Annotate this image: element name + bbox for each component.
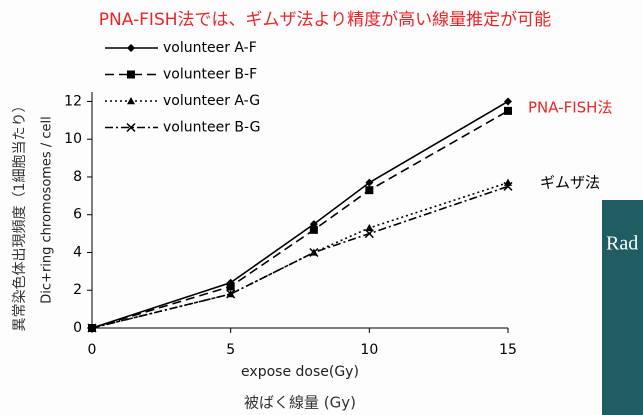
legend-marker bbox=[127, 71, 135, 79]
y-axis-label: Dic+ring chromosomes / cell bbox=[40, 116, 55, 303]
x-tick-label: 0 bbox=[88, 342, 97, 358]
legend-label: volunteer A-G bbox=[163, 93, 260, 109]
y-tick-label: 0 bbox=[73, 320, 82, 336]
x-axis-label: expose dose(Gy) bbox=[241, 364, 359, 380]
marker bbox=[227, 282, 235, 290]
y-tick-label: 8 bbox=[73, 169, 82, 185]
y-tick-label: 4 bbox=[73, 244, 82, 260]
y-tick-label: 2 bbox=[73, 282, 82, 298]
journal-cover-label: Rad bbox=[606, 233, 638, 255]
y-tick-label: 10 bbox=[64, 131, 82, 147]
x-tick-label: 5 bbox=[226, 342, 235, 358]
marker bbox=[310, 226, 318, 234]
legend-label: volunteer B-F bbox=[163, 67, 257, 83]
chart: PNA-FISH法では、ギムザ法より精度が高い線量推定が可能 異常染色体出現頻度… bbox=[0, 0, 643, 415]
y-tick-label: 12 bbox=[64, 93, 82, 109]
annotation: ギムザ法 bbox=[540, 174, 600, 192]
legend-label: volunteer B-G bbox=[163, 120, 260, 136]
x-tick-label: 10 bbox=[360, 342, 378, 358]
y-tick-label: 6 bbox=[73, 207, 82, 223]
annotation: PNA-FISH法 bbox=[528, 99, 612, 117]
legend-label: volunteer A-F bbox=[163, 40, 257, 56]
marker bbox=[504, 107, 512, 115]
x-tick-label: 15 bbox=[499, 342, 517, 358]
marker bbox=[365, 186, 373, 194]
y-axis-label-ja: 異常染色体出現頻度（1細胞当たり） bbox=[11, 99, 28, 332]
chart-title: PNA-FISH法では、ギムザ法より精度が高い線量推定が可能 bbox=[99, 10, 551, 30]
x-axis-label-ja: 被ばく線量 (Gy) bbox=[244, 394, 356, 412]
